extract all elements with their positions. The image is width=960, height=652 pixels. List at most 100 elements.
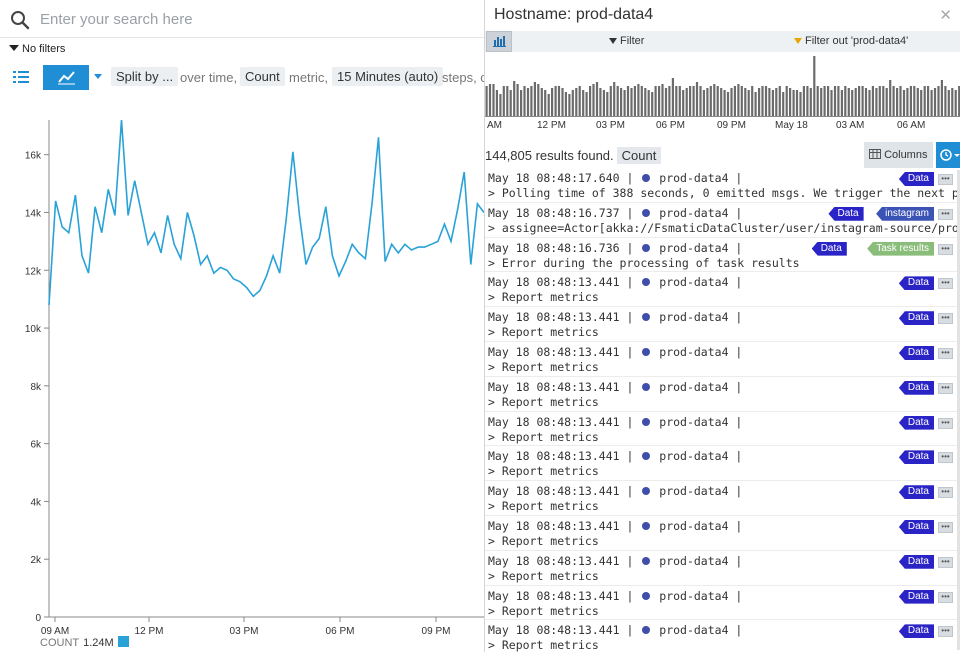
histogram-bar[interactable]	[861, 86, 864, 116]
histogram-bar[interactable]	[944, 86, 947, 116]
histogram-bar[interactable]	[592, 84, 595, 116]
histogram-bar[interactable]	[699, 86, 702, 116]
more-options-icon[interactable]: •••	[938, 556, 953, 568]
histogram-bar[interactable]	[495, 90, 498, 116]
histogram-bar[interactable]	[547, 94, 550, 116]
histogram-bar[interactable]	[602, 90, 605, 116]
histogram-bar[interactable]	[830, 90, 833, 116]
log-row[interactable]: May 18 08:48:13.441 | prod-data4 | > Repo…	[485, 481, 960, 516]
histogram-bar[interactable]	[633, 86, 636, 116]
histogram-bar[interactable]	[889, 80, 892, 116]
filter-button[interactable]: Filter	[609, 35, 644, 47]
histogram-bar[interactable]	[896, 88, 899, 116]
histogram-bar[interactable]	[799, 92, 802, 116]
histogram-bar[interactable]	[557, 86, 561, 116]
histogram-bar[interactable]	[702, 90, 705, 116]
time-order-button[interactable]	[936, 142, 960, 168]
log-row[interactable]: May 18 08:48:13.441 | prod-data4 | > Repo…	[485, 586, 960, 621]
histogram-bar[interactable]	[640, 86, 643, 116]
histogram-bar[interactable]	[758, 88, 761, 116]
histogram-bar[interactable]	[513, 81, 516, 116]
histogram-bar[interactable]	[585, 92, 588, 116]
histogram-bar[interactable]	[933, 88, 937, 116]
log-row[interactable]: May 18 08:48:13.441 | prod-data4 | > Repo…	[485, 551, 960, 586]
histogram-toggle-button[interactable]	[486, 31, 512, 52]
log-host[interactable]: prod-data4 |	[652, 310, 743, 325]
metric-chip[interactable]: Count	[240, 67, 285, 86]
histogram-bar[interactable]	[606, 92, 609, 116]
chart-view-button[interactable]	[43, 65, 89, 90]
histogram-bar[interactable]	[571, 90, 574, 116]
log-row[interactable]: May 18 08:48:13.441 | prod-data4 | > Repo…	[485, 620, 960, 652]
histogram-bar[interactable]	[626, 86, 630, 116]
histogram-bar[interactable]	[871, 86, 874, 116]
histogram-bar[interactable]	[744, 88, 747, 116]
log-tag[interactable]: Data	[898, 589, 934, 604]
histogram-bar[interactable]	[651, 92, 654, 116]
histogram-bar[interactable]	[947, 90, 950, 116]
histogram-bar[interactable]	[927, 86, 930, 116]
histogram-bar[interactable]	[771, 90, 774, 116]
histogram-bar[interactable]	[678, 86, 681, 116]
histogram-bar[interactable]	[733, 86, 736, 116]
histogram-bar[interactable]	[768, 88, 771, 116]
log-tag[interactable]: Data	[898, 346, 934, 360]
histogram-bar[interactable]	[540, 88, 543, 116]
log-host[interactable]: prod-data4 |	[652, 275, 743, 290]
more-options-icon[interactable]: •••	[938, 626, 953, 638]
histogram-bar[interactable]	[509, 90, 512, 116]
histogram-bar[interactable]	[713, 84, 716, 116]
histogram-bar[interactable]	[782, 92, 785, 116]
histogram-bar[interactable]	[954, 90, 957, 116]
histogram-bar[interactable]	[630, 88, 633, 116]
histogram-bar[interactable]	[730, 88, 733, 116]
histogram-bar[interactable]	[613, 82, 616, 116]
histogram-bar[interactable]	[647, 90, 650, 116]
histogram-bar[interactable]	[899, 86, 902, 116]
histogram-bar[interactable]	[530, 86, 533, 116]
histogram-bar[interactable]	[802, 86, 805, 116]
histogram-bar[interactable]	[854, 88, 857, 116]
log-row[interactable]: May 18 08:48:13.441 | prod-data4 | > Repo…	[485, 307, 960, 342]
histogram-bar[interactable]	[616, 86, 619, 116]
histogram-bar[interactable]	[827, 86, 830, 116]
histogram-bar[interactable]	[499, 94, 502, 116]
more-options-icon[interactable]: •••	[938, 243, 953, 255]
histogram-bar[interactable]	[868, 90, 871, 116]
histogram-bar[interactable]	[847, 88, 850, 116]
histogram-bar[interactable]	[537, 84, 540, 116]
count-line-chart[interactable]: 0 2k 4k 6k 8k 10k 12k 14k 16k 09 AM 12 PM 03 PM 06 P…	[0, 100, 484, 640]
more-options-icon[interactable]: •••	[938, 313, 953, 325]
filter-out-button[interactable]: Filter out 'prod-data4'	[794, 35, 908, 47]
log-host[interactable]: prod-data4 |	[652, 379, 743, 394]
log-host[interactable]: prod-data4 |	[652, 484, 743, 499]
interval-chip[interactable]: 15 Minutes (auto)	[332, 67, 444, 86]
histogram-bar[interactable]	[778, 86, 781, 116]
log-row[interactable]: May 18 08:48:17.640 | prod-data4 | > Poll…	[485, 168, 960, 203]
histogram-bar[interactable]	[740, 86, 743, 116]
histogram-bar[interactable]	[875, 88, 878, 116]
columns-button[interactable]: Columns	[864, 142, 933, 168]
histogram-bar[interactable]	[751, 86, 754, 116]
histogram-bar[interactable]	[675, 86, 678, 116]
histogram-bar[interactable]	[878, 86, 881, 116]
histogram-bar[interactable]	[789, 88, 792, 116]
histogram-bar[interactable]	[488, 84, 492, 116]
histogram-bar[interactable]	[589, 86, 592, 116]
histogram-bar[interactable]	[909, 86, 912, 116]
histogram-bar[interactable]	[882, 86, 885, 116]
log-host[interactable]: prod-data4 |	[652, 449, 743, 464]
histogram-bar[interactable]	[851, 90, 854, 116]
log-host[interactable]: prod-data4 |	[652, 205, 743, 220]
log-tag[interactable]: Data	[898, 276, 934, 291]
log-row[interactable]: May 18 08:48:13.441 | prod-data4 | > Repo…	[485, 377, 960, 412]
histogram-bar[interactable]	[595, 82, 599, 116]
histogram-bar[interactable]	[706, 88, 709, 116]
log-row[interactable]: May 18 08:48:13.441 | prod-data4 | > Repo…	[485, 272, 960, 308]
histogram-bar[interactable]	[764, 86, 768, 116]
histogram-bar[interactable]	[516, 84, 519, 116]
histogram-bar[interactable]	[664, 88, 668, 116]
histogram-bar[interactable]	[609, 86, 612, 116]
histogram-bar[interactable]	[568, 94, 571, 116]
histogram-bar[interactable]	[520, 90, 523, 116]
